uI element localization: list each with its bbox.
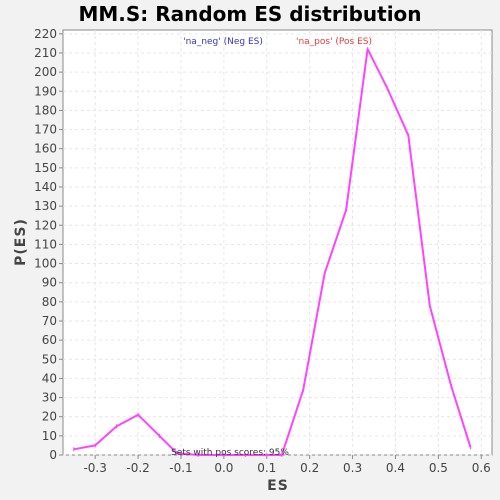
y-tick-label: 160 bbox=[34, 142, 57, 156]
x-tick-label: -0.1 bbox=[169, 461, 192, 475]
x-tick-label: 0.1 bbox=[257, 461, 276, 475]
x-tick-label: 0.4 bbox=[386, 461, 405, 475]
y-tick-label: 90 bbox=[42, 276, 57, 290]
x-axis-title: ES bbox=[267, 478, 289, 494]
x-tick-label: 0.2 bbox=[300, 461, 319, 475]
y-axis-title: P(ES) bbox=[13, 218, 29, 266]
grid-layer bbox=[63, 30, 492, 456]
series-layer bbox=[73, 47, 472, 457]
x-tick-label: -0.3 bbox=[83, 461, 106, 475]
legend-entry-neg: 'na_neg' (Neg ES) bbox=[183, 37, 263, 47]
annotation-pos-scores: Sets with pos scores: 95% bbox=[171, 448, 289, 458]
y-tick-label: 80 bbox=[42, 295, 57, 309]
y-tick-label: 70 bbox=[42, 314, 57, 328]
y-tick-label: 180 bbox=[34, 103, 57, 117]
y-tick-label: 10 bbox=[42, 429, 57, 443]
x-tick-label: 0.5 bbox=[429, 461, 448, 475]
y-tick-label: 200 bbox=[34, 65, 57, 79]
legend: 'na_neg' (Neg ES) 'na_pos' (Pos ES) bbox=[183, 37, 372, 47]
y-tick-label: 220 bbox=[34, 27, 57, 41]
axis-layer: 0 10 20 30 40 50 60 70 80 90 100 110 120 130 140 150 160… bbox=[34, 27, 491, 475]
y-tick-label: 110 bbox=[34, 237, 57, 251]
x-tick-label: -0.2 bbox=[126, 461, 149, 475]
x-tick-label: 0.0 bbox=[214, 461, 233, 475]
y-tick-label: 190 bbox=[34, 84, 57, 98]
y-tick-label: 20 bbox=[42, 410, 57, 424]
y-tick-label: 210 bbox=[34, 46, 57, 60]
y-tick-label: 120 bbox=[34, 218, 57, 232]
y-tick-label: 40 bbox=[42, 371, 57, 385]
x-tick-label: 0.6 bbox=[472, 461, 491, 475]
y-tick-label: 60 bbox=[42, 333, 57, 347]
chart-title: MM.S: Random ES distribution bbox=[78, 2, 422, 26]
y-tick-label: 0 bbox=[49, 448, 57, 462]
y-tick-label: 100 bbox=[34, 257, 57, 271]
y-tick-label: 140 bbox=[34, 180, 57, 194]
y-tick-label: 170 bbox=[34, 123, 57, 137]
y-tick-label: 130 bbox=[34, 199, 57, 213]
y-tick-label: 30 bbox=[42, 391, 57, 405]
y-tick-label: 150 bbox=[34, 161, 57, 175]
series-line bbox=[73, 48, 472, 456]
y-tick-label: 50 bbox=[42, 352, 57, 366]
legend-entry-pos: 'na_pos' (Pos ES) bbox=[296, 37, 372, 47]
x-tick-label: 0.3 bbox=[343, 461, 362, 475]
plot-area bbox=[62, 29, 493, 456]
